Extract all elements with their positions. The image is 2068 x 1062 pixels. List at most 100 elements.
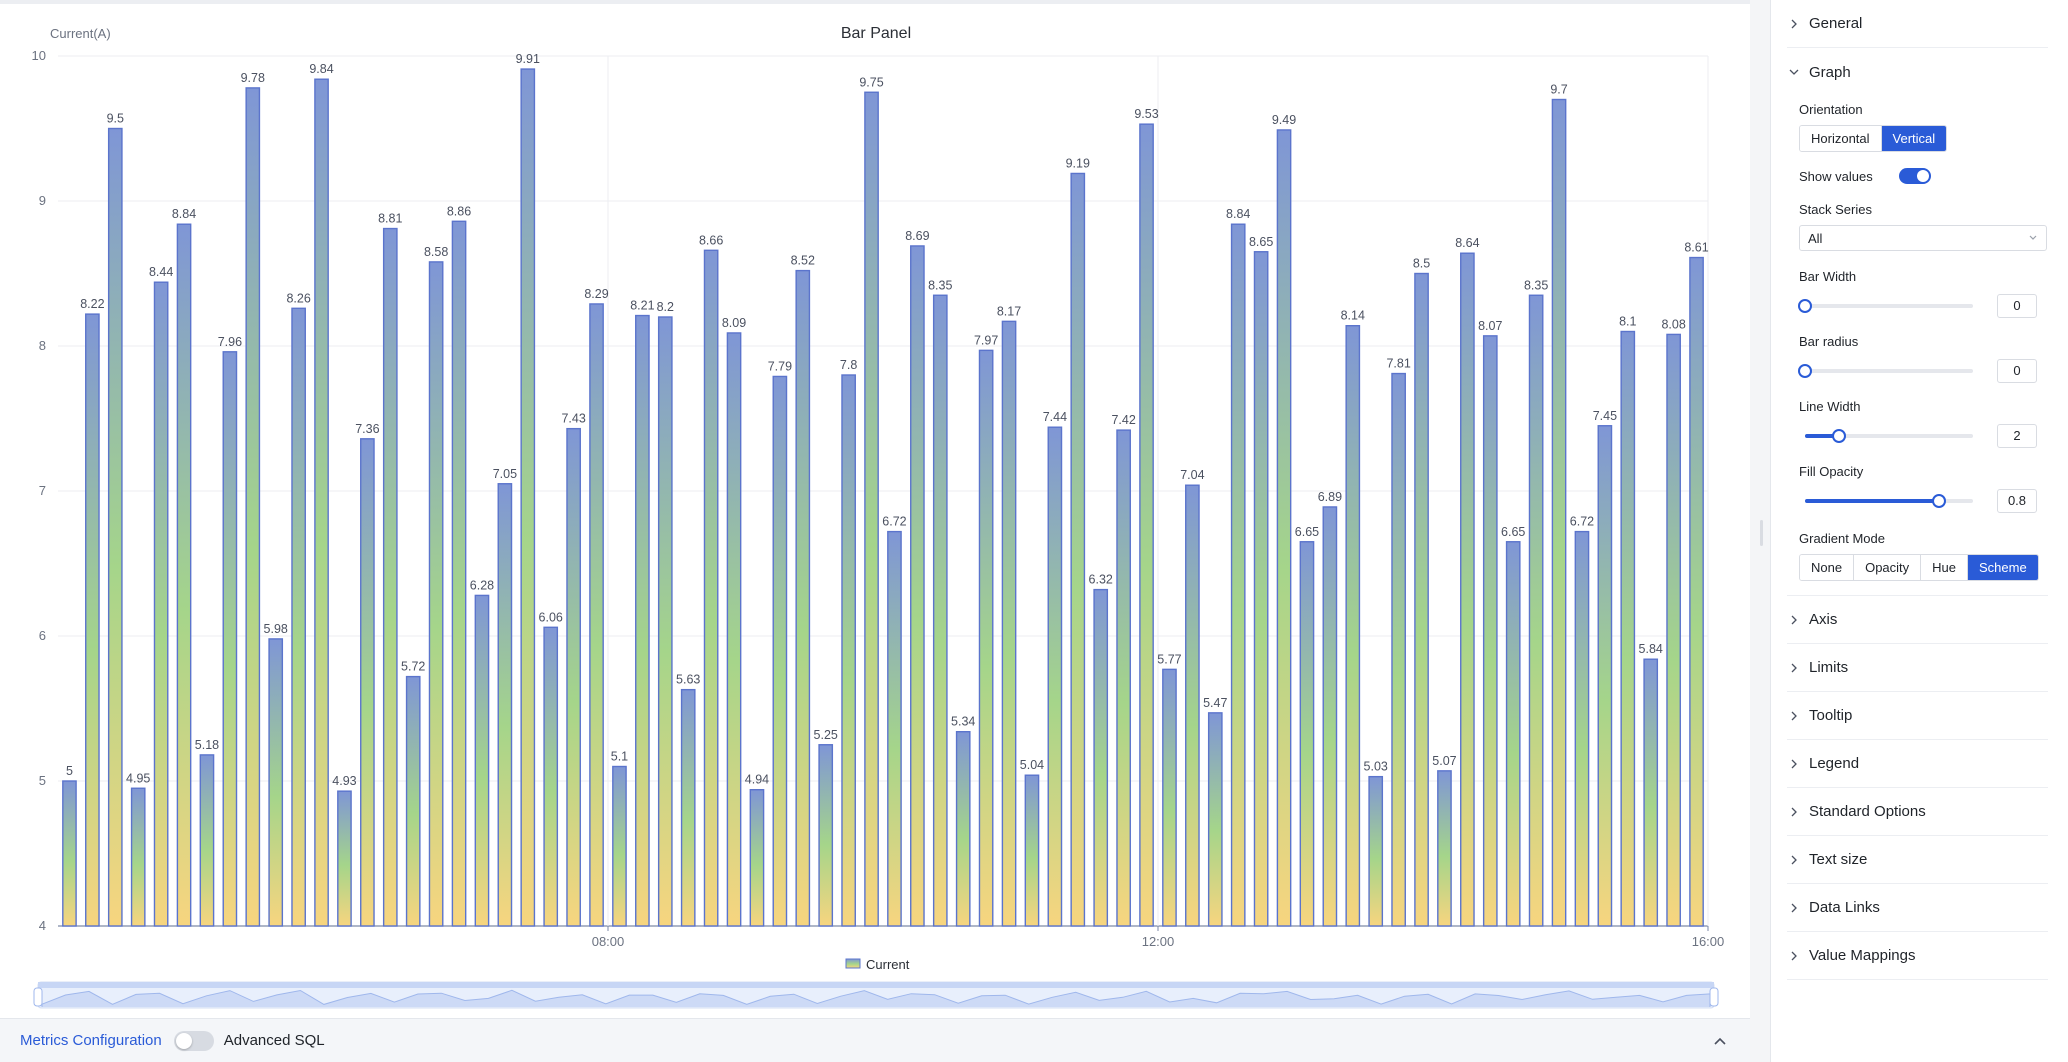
section-tooltip[interactable]: Tooltip xyxy=(1787,692,2048,740)
bar[interactable] xyxy=(726,332,742,927)
bar[interactable] xyxy=(360,438,375,927)
bar[interactable] xyxy=(199,754,215,927)
bar[interactable] xyxy=(222,351,238,927)
bar[interactable] xyxy=(978,349,994,927)
bar[interactable] xyxy=(955,731,971,927)
bar[interactable] xyxy=(1551,98,1567,927)
bar[interactable] xyxy=(1391,372,1406,927)
bar[interactable] xyxy=(245,87,261,927)
bar[interactable] xyxy=(1528,294,1544,927)
panel-resize-handle[interactable] xyxy=(1760,520,1763,546)
bar[interactable] xyxy=(1070,172,1086,927)
bar[interactable] xyxy=(749,789,765,927)
metrics-configuration-tab[interactable]: Metrics Configuration xyxy=(20,1032,162,1049)
gradient-none-button[interactable]: None xyxy=(1800,555,1855,580)
bar[interactable] xyxy=(841,374,856,927)
bar[interactable] xyxy=(1574,530,1590,927)
bar-radius-slider[interactable] xyxy=(1798,361,1973,381)
legend[interactable]: Current xyxy=(845,957,910,972)
slider-thumb[interactable] xyxy=(1798,299,1812,313)
bar[interactable] xyxy=(153,281,169,927)
bar[interactable] xyxy=(474,594,490,927)
bar[interactable] xyxy=(85,313,100,927)
bar[interactable] xyxy=(703,249,719,927)
stack-series-select[interactable]: All xyxy=(1799,225,2047,251)
bar[interactable] xyxy=(589,303,604,927)
bar[interactable] xyxy=(1620,330,1636,927)
bar[interactable] xyxy=(1368,775,1384,927)
slider-thumb[interactable] xyxy=(1831,429,1846,443)
gradient-scheme-button[interactable]: Scheme xyxy=(1968,555,2038,580)
fill-opacity-input[interactable]: 0.8 xyxy=(1997,489,2037,513)
bar[interactable] xyxy=(107,127,123,927)
bar[interactable] xyxy=(405,675,421,927)
section-text-size[interactable]: Text size xyxy=(1787,836,2048,884)
bar[interactable] xyxy=(1230,223,1246,927)
slider-thumb[interactable] xyxy=(1932,494,1947,508)
bar[interactable] xyxy=(864,91,879,927)
zoom-slider[interactable] xyxy=(33,981,1719,1009)
bar[interactable] xyxy=(337,790,352,927)
bar[interactable] xyxy=(795,269,811,927)
bar[interactable] xyxy=(1001,320,1017,927)
section-general[interactable]: General xyxy=(1787,0,2048,48)
bar[interactable] xyxy=(1505,541,1521,927)
bar[interactable] xyxy=(1460,252,1475,927)
section-data-links[interactable]: Data Links xyxy=(1787,884,2048,932)
bar[interactable] xyxy=(612,765,627,927)
bar[interactable] xyxy=(910,245,925,927)
bar[interactable] xyxy=(291,307,306,927)
advanced-sql-toggle[interactable] xyxy=(173,1030,214,1051)
slider-thumb[interactable] xyxy=(1798,364,1812,378)
section-axis[interactable]: Axis xyxy=(1787,596,2048,644)
bar[interactable] xyxy=(1139,123,1154,927)
zoom-handle-right[interactable] xyxy=(1709,987,1719,1007)
section-value-mappings[interactable]: Value Mappings xyxy=(1787,932,2048,980)
bar[interactable] xyxy=(818,744,834,927)
bar[interactable] xyxy=(657,316,673,927)
section-graph[interactable]: Graph xyxy=(1787,48,2048,96)
bar[interactable] xyxy=(1643,658,1659,927)
bar-width-slider[interactable] xyxy=(1798,296,1973,316)
show-values-toggle[interactable] xyxy=(1899,168,1931,184)
bar[interactable] xyxy=(1185,484,1200,927)
bar[interactable] xyxy=(1093,588,1109,927)
bar[interactable] xyxy=(1437,770,1452,927)
bar[interactable] xyxy=(1482,335,1498,927)
gradient-hue-button[interactable]: Hue xyxy=(1921,555,1969,580)
orientation-vertical-button[interactable]: Vertical xyxy=(1881,126,1947,151)
section-legend[interactable]: Legend xyxy=(1787,740,2048,788)
gradient-opacity-button[interactable]: Opacity xyxy=(1854,555,1922,580)
bar[interactable] xyxy=(1253,251,1269,927)
bar[interactable] xyxy=(382,227,398,927)
bar[interactable] xyxy=(314,78,329,927)
bar[interactable] xyxy=(1207,712,1223,927)
bar[interactable] xyxy=(1162,668,1177,927)
bar-width-input[interactable]: 0 xyxy=(1997,294,2037,318)
bar[interactable] xyxy=(1345,325,1361,927)
bar[interactable] xyxy=(1414,272,1429,927)
line-width-input[interactable]: 2 xyxy=(1997,424,2037,448)
bar[interactable] xyxy=(566,427,581,927)
bar[interactable] xyxy=(176,223,192,927)
bar[interactable] xyxy=(1047,426,1063,927)
bar[interactable] xyxy=(268,638,284,927)
bar[interactable] xyxy=(635,314,650,927)
bar[interactable] xyxy=(543,626,559,927)
zoom-handle-left[interactable] xyxy=(33,987,43,1007)
bar[interactable] xyxy=(1116,429,1131,927)
bar[interactable] xyxy=(497,483,513,927)
bar[interactable] xyxy=(62,780,77,927)
bar[interactable] xyxy=(887,530,902,927)
bar-radius-input[interactable]: 0 xyxy=(1997,359,2037,383)
bar[interactable] xyxy=(1024,774,1040,927)
bar[interactable] xyxy=(428,261,444,927)
bar-chart[interactable]: Bar Panel Current(A) 5 8.22 9.5 4.95 8.44 8.8… xyxy=(0,4,1750,1022)
section-limits[interactable]: Limits xyxy=(1787,644,2048,692)
bar[interactable] xyxy=(1689,256,1704,927)
bar[interactable] xyxy=(1322,506,1338,927)
bar[interactable] xyxy=(1666,333,1681,927)
line-width-slider[interactable] xyxy=(1805,426,1973,446)
bar[interactable] xyxy=(451,220,467,927)
bar[interactable] xyxy=(130,787,146,927)
